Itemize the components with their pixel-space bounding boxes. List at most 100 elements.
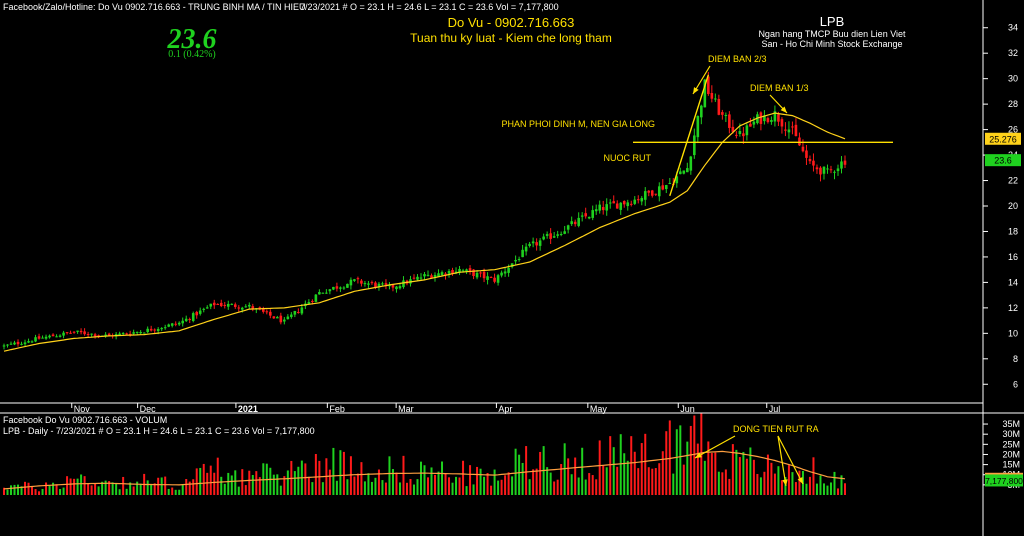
volume-bar-down: [87, 483, 90, 495]
volume-bar-up: [115, 483, 118, 495]
volume-bar-down: [693, 415, 696, 495]
volume-bar-up: [6, 489, 9, 495]
volume-bar-down: [602, 465, 605, 495]
volume-bar-down: [94, 483, 97, 495]
candle-down: [798, 137, 801, 146]
price-tick-label: 6: [1013, 379, 1018, 389]
time-tick-label: Feb: [329, 404, 345, 414]
time-tick-label: 2021: [238, 404, 258, 414]
volume-bar-down: [402, 455, 405, 495]
candle-up: [552, 236, 556, 238]
annotation-label: DONG TIEN RUT RA: [733, 424, 819, 434]
candle-up: [570, 221, 573, 225]
volume-bar-down: [500, 479, 503, 495]
volume-panel[interactable]: 5M10M15M20M25M30M35MDONG TIEN RUT RA8,00…: [3, 413, 1023, 495]
volume-bar-up: [472, 484, 475, 495]
volume-bar-down: [640, 443, 643, 495]
volume-bar-up: [10, 485, 13, 495]
candle-up: [90, 333, 93, 335]
candle-down: [629, 203, 633, 205]
volume-bar-up: [48, 484, 51, 495]
candle-down: [801, 146, 805, 152]
time-tick-label: Nov: [74, 404, 91, 414]
candle-up: [496, 275, 500, 283]
candle-up: [826, 168, 829, 170]
volume-bar-down: [836, 488, 839, 495]
volume-bar-down: [384, 482, 387, 495]
volume-bar-down: [486, 473, 489, 495]
volume-bar-down: [209, 465, 212, 495]
volume-bar-up: [62, 487, 65, 495]
candle-down: [661, 185, 665, 190]
volume-bar-down: [171, 487, 174, 495]
candle-up: [346, 283, 349, 288]
candle-down: [188, 319, 192, 321]
candle-up: [531, 241, 535, 244]
candle-up: [314, 294, 318, 302]
candle-up: [724, 114, 728, 116]
candle-up: [626, 202, 630, 207]
volume-bar-up: [546, 467, 549, 495]
volume-bar-up: [367, 473, 370, 495]
volume-panel-title: Facebook Do Vu 0902.716.663 - VOLUM: [3, 415, 167, 425]
price-tick-label: 32: [1008, 48, 1018, 58]
volume-bar-down: [609, 436, 612, 495]
candle-up: [62, 332, 65, 336]
time-tick-label: Dec: [140, 404, 157, 414]
candle-up: [563, 231, 566, 234]
volume-bar-down: [525, 446, 528, 495]
volume-bar-up: [321, 482, 324, 495]
candle-up: [318, 292, 321, 295]
candle-up: [486, 276, 489, 280]
volume-bar-down: [31, 486, 34, 495]
candle-down: [251, 306, 255, 310]
candle-up: [454, 271, 458, 273]
candle-up: [160, 328, 163, 330]
candle-up: [13, 342, 16, 345]
volume-bar-up: [686, 441, 689, 495]
volume-bar-up: [497, 480, 500, 495]
candle-down: [784, 129, 787, 131]
volume-bar-up: [749, 447, 752, 495]
volume-bar-up: [675, 429, 678, 495]
volume-bar-up: [549, 472, 552, 495]
candle-up: [146, 328, 149, 333]
candle-up: [433, 274, 437, 279]
volume-bar-down: [73, 478, 76, 495]
volume-bar-up: [111, 482, 114, 495]
volume-bar-up: [833, 471, 836, 495]
candle-down: [97, 335, 100, 337]
candle-down: [766, 118, 770, 123]
volume-bar-up: [178, 489, 181, 495]
price-tick-label: 26: [1008, 125, 1018, 135]
volume-bar-down: [353, 476, 356, 495]
candle-up: [307, 302, 311, 305]
volume-bar-down: [307, 476, 310, 495]
candle-up: [41, 337, 44, 339]
candle-up: [703, 79, 707, 108]
candle-down: [233, 304, 237, 307]
candle-up: [700, 105, 703, 118]
candle-up: [139, 331, 142, 334]
candle-down: [272, 316, 276, 319]
volume-bar-down: [283, 476, 286, 495]
price-panel[interactable]: 6810121416182022242628303234NovDec2021Fe…: [2, 23, 1021, 414]
volume-bar-down: [780, 480, 783, 495]
volume-bar-down: [153, 483, 156, 495]
candle-up: [475, 272, 479, 278]
volume-bar-down: [707, 441, 710, 495]
candle-down: [51, 334, 55, 337]
candle-down: [612, 201, 616, 204]
candle-down: [489, 277, 493, 279]
volume-bar-up: [777, 466, 780, 495]
header-ohlc: 7/23/2021 # O = 23.1 H = 24.6 L = 23.1 C…: [300, 2, 559, 12]
volume-bar-up: [759, 477, 762, 495]
volume-bar-up: [398, 482, 401, 495]
candle-up: [177, 322, 181, 325]
volume-bar-down: [405, 482, 408, 495]
candle-up: [395, 286, 398, 290]
candle-down: [791, 126, 794, 128]
annotation-arrow: [694, 435, 736, 459]
volume-bar-up: [374, 477, 377, 495]
